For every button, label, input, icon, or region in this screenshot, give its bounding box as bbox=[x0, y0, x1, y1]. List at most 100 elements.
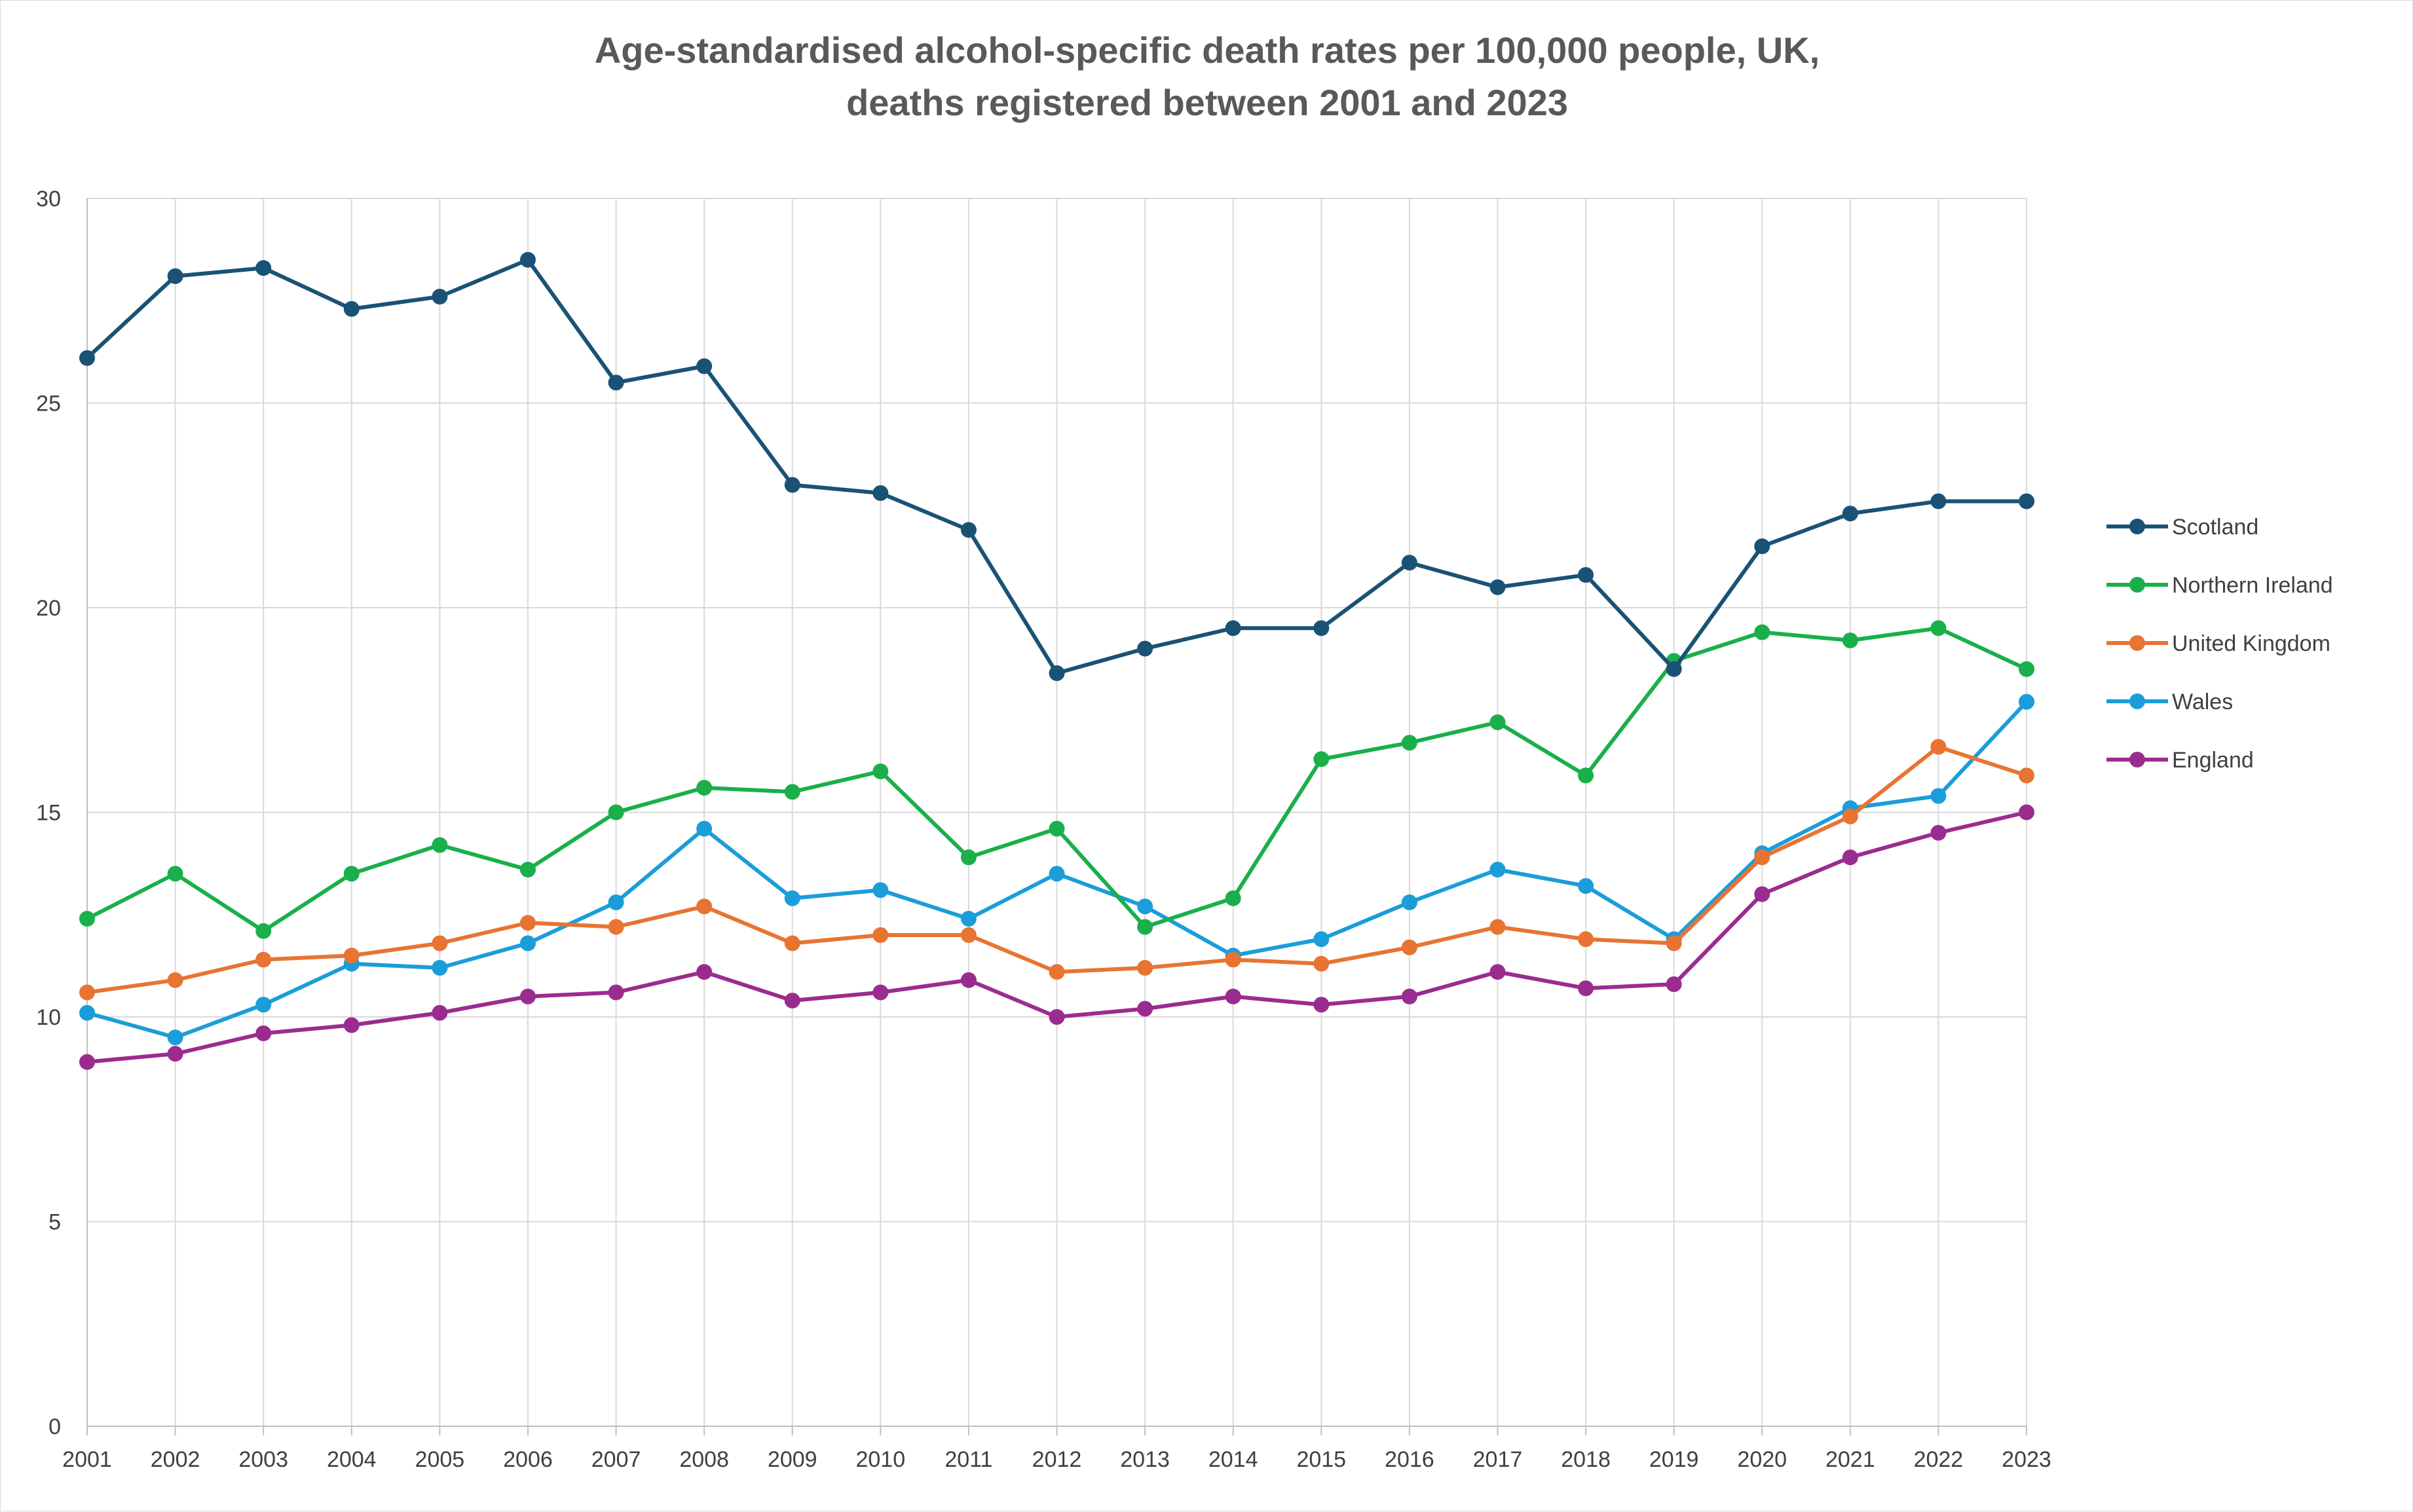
data-point-wales bbox=[1930, 788, 1947, 804]
legend-item-united-kingdom: United Kingdom bbox=[2106, 631, 2330, 656]
series-scotland bbox=[79, 251, 2034, 681]
data-point-england bbox=[1842, 849, 1858, 866]
data-point-wales bbox=[1049, 866, 1065, 882]
y-tick-label: 15 bbox=[36, 801, 61, 826]
data-point-england bbox=[872, 984, 889, 1001]
data-point-united-kingdom bbox=[784, 935, 800, 951]
series-united-kingdom bbox=[79, 739, 2034, 1001]
data-point-scotland bbox=[519, 251, 536, 268]
data-point-northern-ireland bbox=[1137, 919, 1153, 935]
data-point-england bbox=[784, 993, 800, 1008]
data-point-northern-ireland bbox=[79, 911, 95, 927]
legend: Scotland Northern Ireland United Kingdom Wa… bbox=[2106, 515, 2333, 773]
data-point-united-kingdom bbox=[519, 915, 536, 931]
data-point-scotland bbox=[1401, 555, 1417, 571]
legend-swatch-marker bbox=[2129, 519, 2145, 534]
data-point-scotland bbox=[872, 485, 889, 501]
data-point-northern-ireland bbox=[608, 804, 624, 821]
data-point-united-kingdom bbox=[696, 898, 713, 915]
x-tick-label: 2022 bbox=[1914, 1447, 1964, 1472]
data-point-england bbox=[1578, 980, 1594, 997]
data-point-northern-ireland bbox=[696, 780, 713, 796]
data-point-scotland bbox=[1049, 665, 1065, 681]
data-point-scotland bbox=[1489, 579, 1506, 595]
x-tick-label: 2012 bbox=[1032, 1447, 1082, 1472]
data-point-northern-ireland bbox=[167, 866, 183, 882]
data-point-scotland bbox=[696, 358, 713, 375]
legend-label: Northern Ireland bbox=[2172, 573, 2333, 598]
series-northern-ireland bbox=[79, 620, 2034, 939]
data-point-northern-ireland bbox=[519, 862, 536, 877]
y-tick-label: 5 bbox=[48, 1210, 61, 1235]
data-point-england bbox=[1225, 988, 1241, 1005]
y-tick-label: 0 bbox=[48, 1414, 61, 1439]
x-tick-label: 2001 bbox=[62, 1447, 112, 1472]
data-point-united-kingdom bbox=[1401, 939, 1417, 955]
legend-swatch-marker bbox=[2129, 635, 2145, 651]
data-point-united-kingdom bbox=[1137, 960, 1153, 976]
x-tick-label: 2006 bbox=[503, 1447, 553, 1472]
x-tick-label: 2005 bbox=[415, 1447, 465, 1472]
data-point-scotland bbox=[2019, 493, 2034, 509]
data-point-united-kingdom bbox=[343, 948, 360, 964]
legend-item-england: England bbox=[2106, 748, 2254, 773]
data-point-northern-ireland bbox=[343, 866, 360, 882]
data-point-northern-ireland bbox=[1401, 735, 1417, 751]
data-point-northern-ireland bbox=[1313, 751, 1330, 767]
data-point-northern-ireland bbox=[1225, 890, 1241, 906]
data-point-scotland bbox=[1930, 493, 1947, 509]
data-point-england bbox=[1401, 988, 1417, 1005]
data-point-wales bbox=[519, 935, 536, 951]
data-point-scotland bbox=[1313, 620, 1330, 636]
data-point-scotland bbox=[255, 260, 272, 276]
data-point-england bbox=[167, 1046, 183, 1062]
data-point-wales bbox=[167, 1029, 183, 1046]
x-tick-label: 2016 bbox=[1385, 1447, 1434, 1472]
data-point-wales bbox=[784, 890, 800, 906]
series-lines bbox=[79, 251, 2034, 1070]
chart-title: Age-standardised alcohol-specific death … bbox=[595, 29, 1820, 71]
data-point-england bbox=[343, 1017, 360, 1033]
data-point-scotland bbox=[167, 268, 183, 284]
data-point-wales bbox=[1489, 862, 1506, 877]
data-point-wales bbox=[1137, 898, 1153, 915]
data-point-united-kingdom bbox=[1578, 931, 1594, 948]
x-tick-label: 2015 bbox=[1296, 1447, 1346, 1472]
data-point-united-kingdom bbox=[608, 919, 624, 935]
x-tick-label: 2013 bbox=[1120, 1447, 1170, 1472]
data-point-united-kingdom bbox=[1313, 955, 1330, 972]
data-point-scotland bbox=[79, 350, 95, 366]
data-point-scotland bbox=[1666, 661, 1682, 677]
data-point-england bbox=[696, 964, 713, 980]
x-tick-label: 2019 bbox=[1649, 1447, 1699, 1472]
x-tick-label: 2004 bbox=[327, 1447, 377, 1472]
legend-item-wales: Wales bbox=[2106, 690, 2233, 714]
data-point-united-kingdom bbox=[167, 972, 183, 988]
data-point-england bbox=[1049, 1009, 1065, 1025]
x-tick-label: 2021 bbox=[1825, 1447, 1875, 1472]
x-tick-label: 2009 bbox=[768, 1447, 817, 1472]
y-tick-label: 30 bbox=[36, 187, 61, 212]
data-point-wales bbox=[872, 882, 889, 898]
x-tick-label: 2018 bbox=[1561, 1447, 1611, 1472]
data-point-northern-ireland bbox=[2019, 661, 2034, 677]
data-point-england bbox=[1930, 824, 1947, 841]
y-tick-label: 10 bbox=[36, 1005, 61, 1030]
y-tick-label: 20 bbox=[36, 596, 61, 621]
data-point-wales bbox=[608, 894, 624, 910]
data-point-wales bbox=[432, 960, 448, 976]
axes: 0 5 10 15 20 25 30 2001 2002 2003 2004 2005 2006 2007… bbox=[36, 187, 2051, 1472]
legend-label: Wales bbox=[2172, 690, 2233, 714]
data-point-wales bbox=[960, 911, 977, 927]
data-point-scotland bbox=[343, 301, 360, 317]
x-tick-label: 2002 bbox=[151, 1447, 200, 1472]
data-point-united-kingdom bbox=[79, 984, 95, 1001]
legend-label: Scotland bbox=[2172, 515, 2258, 540]
legend-swatch-marker bbox=[2129, 577, 2145, 593]
data-point-wales bbox=[1313, 931, 1330, 948]
y-tick-label: 25 bbox=[36, 392, 61, 416]
data-point-united-kingdom bbox=[1754, 849, 1770, 866]
data-point-england bbox=[79, 1054, 95, 1070]
x-tick-label: 2011 bbox=[945, 1447, 992, 1472]
